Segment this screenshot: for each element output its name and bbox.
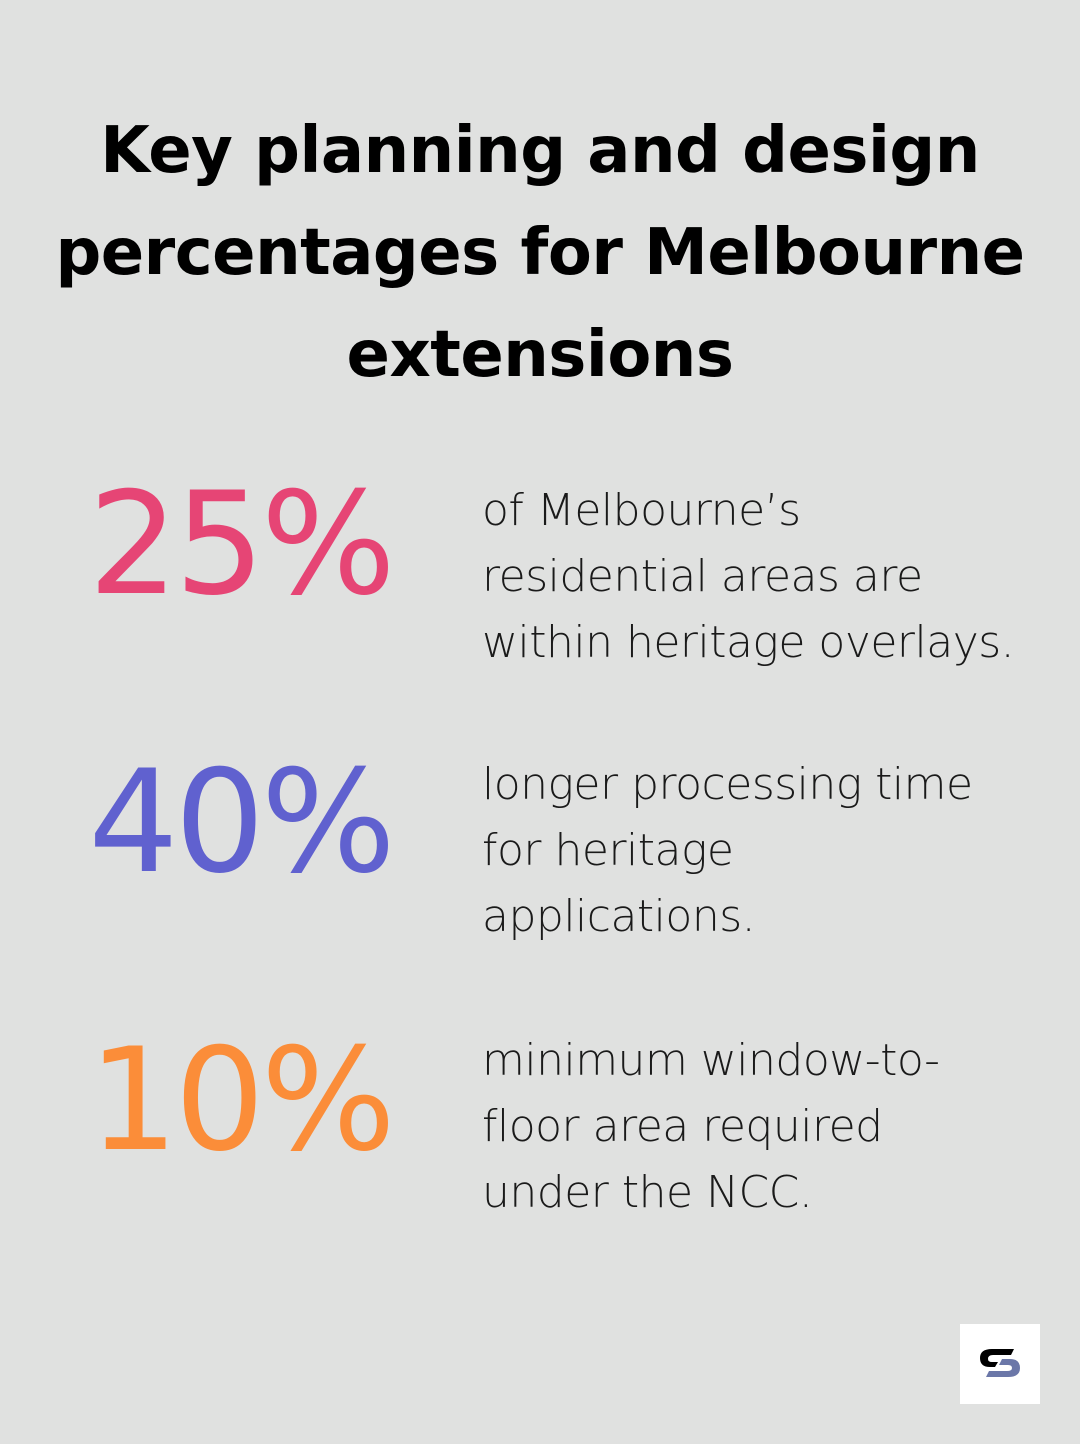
title-line: extensions [346,318,734,392]
desc-line: longer processing time [482,759,973,810]
stat-value: 25% [88,462,396,627]
title-line: percentages for Melbourne [55,216,1025,290]
desc-line: under the NCC. [482,1167,813,1218]
desc-line: floor area required [482,1101,883,1152]
desc-line: of Melbourne’s [482,485,801,536]
stat-value: 10% [88,1018,396,1183]
stat-description: of Melbourne’s residential areas are wit… [482,478,1042,676]
desc-line: residential areas are [482,551,923,602]
page-title: Key planning and design percentages for … [0,100,1080,406]
desc-line: minimum window-to- [482,1035,940,1086]
brand-logo [960,1324,1040,1404]
stat-description: minimum window-to- floor area required u… [482,1028,1042,1226]
desc-line: for heritage [482,825,734,876]
desc-line: within heritage overlays. [482,617,1015,668]
desc-line: applications. [482,891,756,942]
stat-value: 40% [88,740,396,905]
brand-s-logo-icon [980,1349,1020,1377]
title-line: Key planning and design [100,114,980,188]
stat-description: longer processing time for heritage appl… [482,752,1042,950]
